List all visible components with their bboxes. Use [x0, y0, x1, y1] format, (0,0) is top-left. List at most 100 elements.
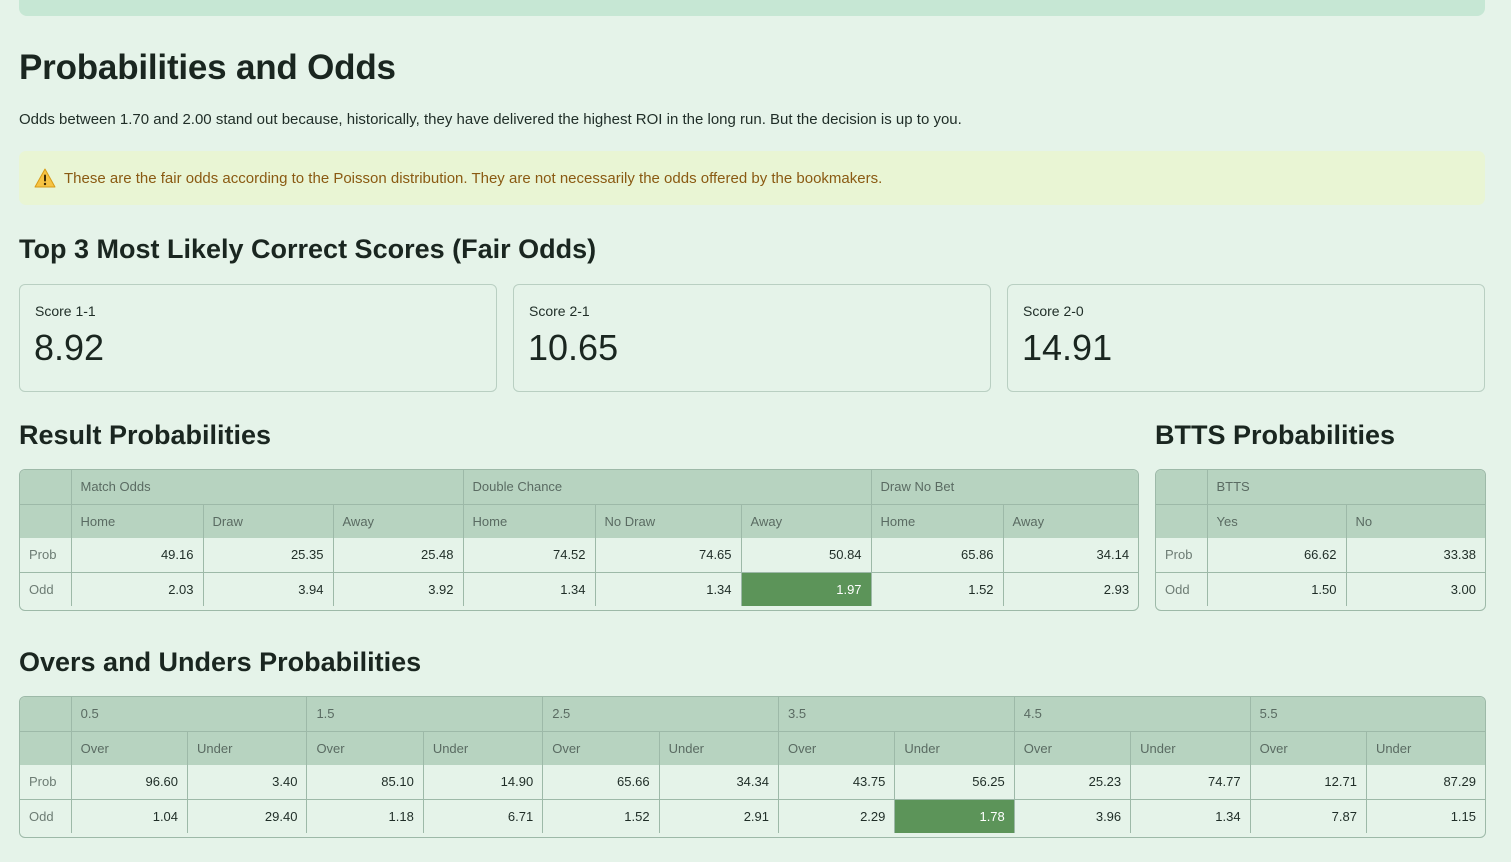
table-cell: 1.52: [542, 799, 660, 833]
table-cell: 65.66: [542, 765, 660, 800]
top-bar: [19, 0, 1485, 16]
warning-text: These are the fair odds according to the…: [64, 169, 883, 187]
table-cell: 74.52: [463, 538, 596, 573]
group-header-goal-line[interactable]: 0.5: [71, 697, 308, 732]
table-cell: 2.91: [659, 799, 780, 833]
table-cell: 25.35: [203, 538, 334, 573]
result-table: Match Odds Double Chance Draw No Bet Hom…: [19, 469, 1139, 611]
table-corner-cell: [20, 470, 72, 505]
table-cell: 3.00: [1450, 581, 1477, 597]
table-corner-cell: [1156, 504, 1208, 538]
table-cell: 50.84: [741, 538, 872, 573]
score-value: 8.92: [34, 327, 105, 368]
column-header[interactable]: Under: [423, 731, 544, 765]
group-header-goal-line[interactable]: 3.5: [778, 697, 1015, 732]
row-header: Prob: [20, 765, 72, 800]
table-corner-cell: [20, 731, 72, 765]
table-cell: 3.96: [1014, 799, 1132, 833]
column-header[interactable]: No: [1346, 504, 1485, 538]
column-header[interactable]: Yes: [1207, 504, 1347, 538]
table-cell: 1.18: [306, 799, 424, 833]
table-cell: 34.14: [1003, 538, 1138, 573]
column-header[interactable]: Over: [1250, 731, 1367, 765]
group-header-match-odds[interactable]: Match Odds: [71, 470, 464, 505]
table-cell: 1.34: [1130, 799, 1251, 833]
score-metric-card: Score 2-1 10.65: [513, 284, 991, 392]
warning-icon: [34, 168, 56, 188]
table-cell: 1.34: [463, 572, 596, 606]
score-value: 14.91: [1022, 327, 1113, 368]
table-cell: 74.77: [1130, 765, 1251, 800]
column-header[interactable]: Over: [71, 731, 189, 765]
group-header-goal-line[interactable]: 2.5: [542, 697, 779, 732]
table-cell: 1.52: [871, 572, 1004, 606]
score-label: Score 2-0: [1023, 303, 1084, 319]
table-cell: 1.50: [1207, 572, 1347, 606]
table-corner-cell: [1156, 470, 1208, 505]
table-cell: 85.10: [306, 765, 424, 800]
group-header-goal-line[interactable]: 1.5: [306, 697, 544, 732]
column-header[interactable]: Away: [741, 504, 872, 538]
column-header[interactable]: Over: [306, 731, 424, 765]
table-corner-cell: [20, 697, 72, 732]
table-cell: 56.25: [894, 765, 1015, 800]
table-row: Prob 49.16 25.35 25.48 74.52 74.65 50.84…: [20, 538, 1138, 573]
table-cell: 43.75: [778, 765, 896, 800]
scores-heading: Top 3 Most Likely Correct Scores (Fair O…: [19, 234, 597, 264]
table-row: Prob 66.62 33.38: [1156, 538, 1485, 573]
column-header[interactable]: Home: [871, 504, 1004, 538]
column-header[interactable]: No Draw: [595, 504, 742, 538]
table-cell: 1.15: [1450, 808, 1476, 824]
table-cell: 1.04: [71, 799, 189, 833]
overs-unders-table: 0.5 1.5 2.5 3.5 4.5 5.5 Over Under Over …: [19, 696, 1486, 838]
table-cell: 49.16: [71, 538, 204, 573]
column-header[interactable]: Away: [333, 504, 464, 538]
column-header[interactable]: Over: [542, 731, 660, 765]
result-heading: Result Probabilities: [19, 420, 272, 450]
row-header: Odd: [20, 799, 72, 833]
score-label: Score 1-1: [35, 303, 96, 319]
table-cell: 65.86: [871, 538, 1004, 573]
score-value: 10.65: [528, 327, 619, 368]
table-cell: 74.65: [595, 538, 742, 573]
column-header[interactable]: Under: [187, 731, 308, 765]
btts-heading: BTTS Probabilities: [1155, 420, 1396, 450]
column-header[interactable]: Under: [659, 731, 780, 765]
table-cell: 2.03: [71, 572, 204, 606]
table-cell: 6.71: [423, 799, 544, 833]
column-header[interactable]: Home: [71, 504, 204, 538]
table-cell: 29.40: [187, 799, 308, 833]
group-header-double-chance[interactable]: Double Chance: [463, 470, 872, 505]
overs-heading: Overs and Unders Probabilities: [19, 647, 422, 677]
table-cell: 3.40: [187, 765, 308, 800]
column-header[interactable]: Home: [463, 504, 596, 538]
column-header[interactable]: Under: [894, 731, 1015, 765]
table-cell: 1.34: [595, 572, 742, 606]
group-header-btts[interactable]: BTTS: [1207, 470, 1485, 505]
score-metric-card: Score 2-0 14.91: [1007, 284, 1485, 392]
table-cell: 25.48: [333, 538, 464, 573]
row-header: Prob: [20, 538, 72, 573]
table-cell: 2.93: [1103, 581, 1130, 597]
table-cell: 7.87: [1250, 799, 1367, 833]
table-cell: 14.90: [423, 765, 544, 800]
table-cell: 3.94: [203, 572, 334, 606]
highlighted-odd-cell: 1.78: [894, 799, 1015, 833]
table-cell: 3.92: [333, 572, 464, 606]
column-header[interactable]: Under: [1366, 731, 1485, 765]
table-cell: 12.71: [1250, 765, 1367, 800]
group-header-draw-no-bet[interactable]: Draw No Bet: [871, 470, 1138, 505]
table-row: Odd 1.04 29.40 1.18 6.71 1.52 2.91 2.29 …: [20, 799, 1485, 833]
table-cell: 33.38: [1346, 538, 1485, 573]
column-header[interactable]: Draw: [203, 504, 334, 538]
column-header[interactable]: Away: [1003, 504, 1138, 538]
group-header-goal-line[interactable]: 5.5: [1250, 697, 1485, 732]
column-header[interactable]: Over: [778, 731, 896, 765]
row-header: Odd: [1156, 572, 1208, 606]
warning-alert: These are the fair odds according to the…: [19, 151, 1485, 205]
group-header-goal-line[interactable]: 4.5: [1014, 697, 1251, 732]
column-header[interactable]: Over: [1014, 731, 1132, 765]
column-header[interactable]: Under: [1130, 731, 1251, 765]
table-corner-cell: [20, 504, 72, 538]
